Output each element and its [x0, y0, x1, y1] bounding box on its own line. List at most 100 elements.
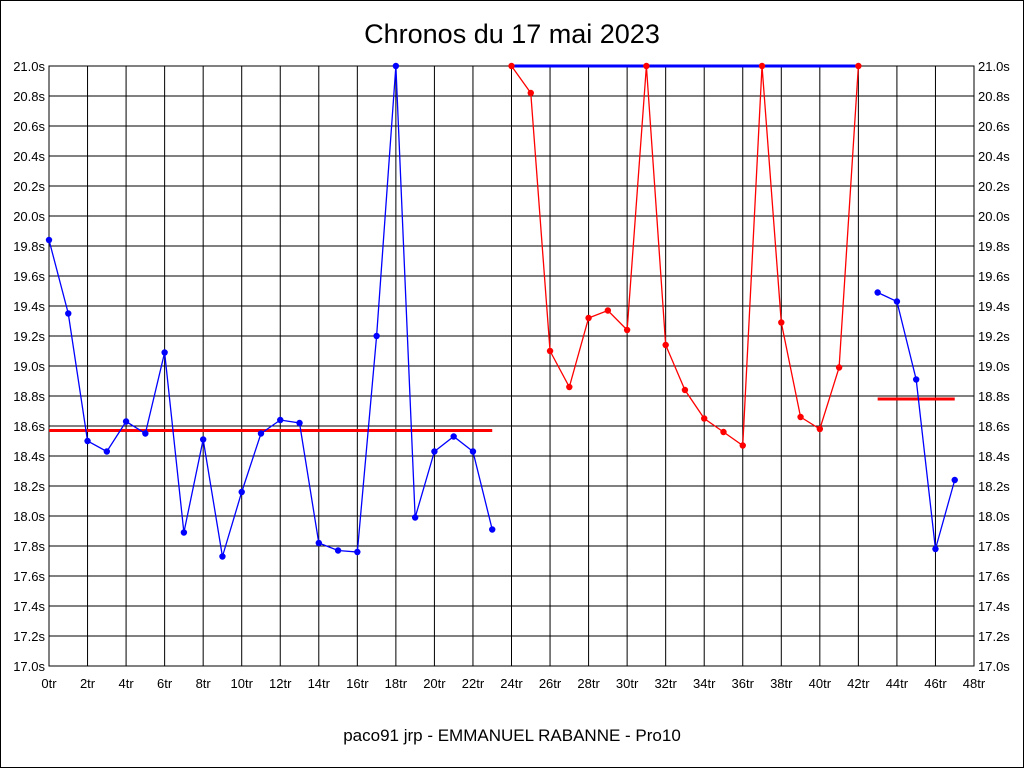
- y-axis-right: 17.0s 17.2s 17.4s 17.6s 17.8s 18.0s 18.2s 18.4s…: [978, 59, 1010, 674]
- y-tick-label: 20.0s: [13, 209, 45, 224]
- data-point: [84, 437, 91, 445]
- x-tick-label: 0tr: [41, 676, 57, 691]
- y-tick-label: 18.8s: [13, 389, 45, 404]
- y-tick-label: 17.6s: [13, 569, 45, 584]
- x-tick-label: 18tr: [385, 676, 408, 691]
- y-tick-label: 21.0s: [978, 59, 1010, 74]
- y-tick-label: 20.6s: [978, 119, 1010, 134]
- data-point: [219, 553, 226, 560]
- x-tick-label: 4tr: [118, 676, 134, 691]
- y-tick-label: 18.0s: [978, 509, 1010, 524]
- data-point: [489, 526, 496, 533]
- data-point: [45, 236, 53, 244]
- y-tick-label: 20.8s: [13, 89, 45, 104]
- x-tick-label: 12tr: [269, 676, 292, 691]
- x-tick-label: 48tr: [963, 676, 986, 691]
- data-point: [277, 416, 284, 424]
- x-tick-label: 32tr: [654, 676, 677, 691]
- y-tick-label: 19.0s: [13, 359, 45, 374]
- y-tick-label: 18.8s: [978, 389, 1010, 404]
- data-point: [527, 89, 534, 97]
- y-tick-label: 17.8s: [13, 539, 45, 554]
- data-point: [238, 488, 245, 496]
- x-tick-label: 42tr: [847, 676, 870, 691]
- data-point: [180, 529, 188, 536]
- y-tick-label: 17.0s: [13, 659, 45, 674]
- y-tick-label: 17.4s: [978, 599, 1010, 614]
- y-tick-label: 18.6s: [13, 419, 45, 434]
- y-tick-label: 17.6s: [978, 569, 1010, 584]
- y-tick-label: 18.2s: [13, 479, 45, 494]
- data-point: [103, 448, 111, 455]
- x-tick-label: 24tr: [500, 676, 523, 691]
- x-tick-label: 22tr: [462, 676, 485, 691]
- data-point: [411, 514, 419, 521]
- chart-title: Chronos du 17 mai 2023: [364, 19, 660, 49]
- data-point: [585, 314, 592, 322]
- x-axis: 0tr 2tr 4tr 6tr 8tr 10tr 12tr 14tr 16tr 18tr 20tr 2…: [41, 676, 985, 691]
- x-tick-label: 2tr: [80, 676, 96, 691]
- y-tick-label: 19.6s: [978, 269, 1010, 284]
- data-point: [296, 419, 303, 427]
- data-point: [835, 364, 843, 371]
- y-tick-label: 17.4s: [13, 599, 45, 614]
- x-tick-label: 40tr: [809, 676, 832, 691]
- y-tick-label: 19.0s: [978, 359, 1010, 374]
- data-point: [739, 442, 746, 449]
- y-tick-label: 17.2s: [978, 629, 1010, 644]
- x-tick-label: 34tr: [693, 676, 716, 691]
- x-tick-label: 30tr: [616, 676, 639, 691]
- x-tick-label: 8tr: [196, 676, 212, 691]
- data-point: [199, 436, 207, 443]
- data-point: [546, 347, 554, 355]
- data-point: [469, 448, 477, 455]
- x-tick-label: 26tr: [539, 676, 562, 691]
- y-tick-label: 19.6s: [13, 269, 45, 284]
- data-point: [623, 326, 631, 334]
- x-tick-label: 6tr: [157, 676, 173, 691]
- data-point: [912, 376, 920, 383]
- x-tick-label: 36tr: [732, 676, 755, 691]
- series-group: [45, 62, 958, 560]
- average-lines: [49, 64, 955, 432]
- y-tick-label: 19.4s: [978, 299, 1010, 314]
- y-tick-label: 18.0s: [13, 509, 45, 524]
- x-tick-label: 10tr: [231, 676, 254, 691]
- y-tick-label: 19.8s: [978, 239, 1010, 254]
- data-point: [681, 386, 689, 394]
- data-point: [932, 545, 939, 553]
- data-point: [643, 62, 650, 70]
- data-point: [161, 349, 168, 356]
- x-tick-label: 44tr: [886, 676, 909, 691]
- data-point: [662, 341, 669, 349]
- x-tick-label: 16tr: [346, 676, 369, 691]
- data-point: [855, 62, 862, 70]
- data-point: [951, 476, 958, 484]
- data-point: [315, 539, 322, 547]
- data-point: [450, 433, 457, 440]
- data-point: [142, 430, 149, 437]
- data-point: [373, 332, 380, 340]
- data-point: [65, 310, 72, 317]
- y-tick-label: 21.0s: [13, 59, 45, 74]
- data-point: [566, 383, 573, 391]
- y-tick-label: 20.6s: [13, 119, 45, 134]
- y-tick-label: 20.0s: [978, 209, 1010, 224]
- data-point: [392, 62, 400, 70]
- data-point: [354, 548, 361, 556]
- data-point: [257, 430, 265, 437]
- data-point: [701, 415, 708, 422]
- y-tick-label: 19.4s: [13, 299, 45, 314]
- y-tick-label: 19.8s: [13, 239, 45, 254]
- data-point: [122, 418, 130, 425]
- chart-grid: [48, 65, 975, 667]
- y-tick-label: 17.0s: [978, 659, 1010, 674]
- y-tick-label: 18.6s: [978, 419, 1010, 434]
- x-tick-label: 46tr: [924, 676, 947, 691]
- data-point: [874, 289, 881, 296]
- chart-footer: paco91 jrp - EMMANUEL RABANNE - Pro10: [343, 726, 681, 745]
- y-tick-label: 20.2s: [13, 179, 45, 194]
- data-point: [758, 62, 766, 70]
- y-tick-label: 19.2s: [978, 329, 1010, 344]
- y-tick-label: 18.2s: [978, 479, 1010, 494]
